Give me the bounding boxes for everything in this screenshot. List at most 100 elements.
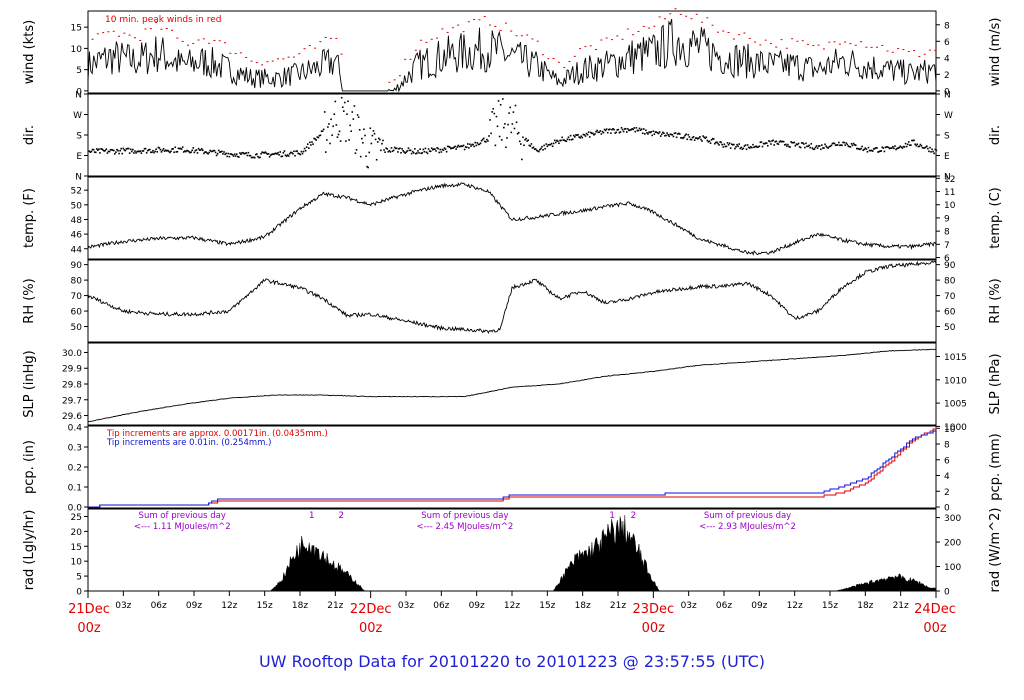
dir-point: [899, 145, 902, 148]
y-right-tick-label: 2: [944, 71, 950, 81]
dir-point: [452, 147, 454, 150]
dir-point: [445, 150, 448, 153]
peak-mark: [139, 39, 142, 41]
dir-point: [662, 131, 664, 134]
dir-point: [694, 137, 697, 139]
dir-point: [221, 150, 223, 153]
dir-point: [809, 146, 811, 149]
dir-point: [930, 151, 932, 153]
dir-point: [199, 149, 202, 151]
y-axis-label: wind (kts): [22, 20, 37, 84]
dir-point: [919, 143, 922, 146]
dir-point: [671, 133, 674, 136]
peak-mark: [913, 50, 916, 52]
peak-mark: [197, 39, 200, 41]
dir-point: [931, 148, 933, 151]
rad-marker: 1: [609, 511, 615, 521]
dir-point: [330, 118, 332, 121]
peak-mark: [186, 44, 189, 46]
dir-point: [592, 132, 594, 135]
dir-point: [706, 139, 709, 142]
dir-point: [824, 143, 826, 146]
dir-point: [147, 149, 150, 151]
dir-point: [422, 148, 425, 151]
dir-point: [736, 143, 738, 146]
dir-point: [557, 140, 559, 143]
dir-point: [863, 148, 866, 151]
dir-point: [745, 148, 748, 151]
dir-point: [140, 152, 143, 154]
dir-point: [630, 128, 632, 131]
dir-point: [321, 130, 324, 132]
dir-point: [698, 137, 700, 139]
dir-point: [909, 144, 911, 146]
dir-point: [800, 142, 803, 144]
y-tick-label: 0.1: [68, 484, 82, 494]
dir-point: [923, 147, 926, 149]
dir-point: [506, 137, 508, 139]
peak-mark: [398, 75, 401, 77]
dir-point: [164, 149, 167, 152]
dir-point: [238, 156, 240, 158]
dir-point: [518, 140, 521, 143]
peak-mark: [133, 37, 136, 39]
dir-point: [428, 150, 431, 152]
peak-mark: [218, 40, 221, 42]
dir-point: [179, 147, 182, 150]
dir-point: [620, 127, 623, 129]
dir-point: [414, 148, 416, 150]
dir-point: [435, 150, 437, 152]
dir-point: [459, 145, 462, 148]
dir-point: [877, 151, 879, 153]
y-tick-label: 20: [71, 528, 83, 538]
dir-point: [215, 154, 218, 157]
dir-point: [373, 132, 376, 135]
dir-point: [96, 148, 98, 150]
dir-point: [120, 147, 122, 150]
dir-point: [88, 150, 91, 153]
dir-point: [382, 139, 384, 142]
dir-point: [358, 129, 361, 131]
dir-point: [115, 151, 117, 154]
dir-point: [355, 149, 358, 151]
peak-mark: [754, 41, 757, 43]
dir-point: [123, 149, 126, 151]
dir-point: [640, 128, 643, 131]
peak-mark: [886, 50, 889, 52]
dir-point: [130, 150, 133, 153]
dir-point: [223, 151, 225, 153]
y-axis-label-right: wind (m/s): [988, 18, 1003, 87]
dir-point: [659, 135, 662, 137]
dir-point: [394, 147, 397, 150]
y-right-tick-label: 0: [944, 588, 950, 598]
peak-mark: [430, 38, 433, 40]
dir-point: [727, 143, 730, 146]
dir-point: [416, 152, 418, 154]
dir-point: [262, 151, 265, 154]
dir-point: [799, 146, 802, 149]
dir-point: [522, 136, 524, 139]
peak-mark: [796, 40, 799, 42]
dir-point: [489, 119, 491, 121]
dir-point: [342, 110, 345, 112]
dir-point: [374, 138, 377, 141]
dir-point: [704, 137, 707, 139]
dir-point: [602, 131, 605, 134]
dir-point: [832, 142, 835, 144]
dir-point: [766, 144, 769, 147]
dir-point: [525, 137, 527, 140]
dir-point: [400, 151, 402, 154]
dir-point: [655, 131, 658, 133]
dir-point: [888, 147, 891, 150]
dir-point: [905, 145, 908, 148]
dir-point: [181, 146, 184, 148]
peak-mark: [91, 38, 94, 40]
dir-point: [762, 142, 765, 145]
dir-point: [287, 155, 290, 157]
dir-point: [411, 150, 414, 153]
dir-point: [571, 138, 574, 140]
dir-point: [929, 146, 931, 149]
dir-point: [175, 151, 178, 153]
dir-point: [139, 150, 142, 152]
